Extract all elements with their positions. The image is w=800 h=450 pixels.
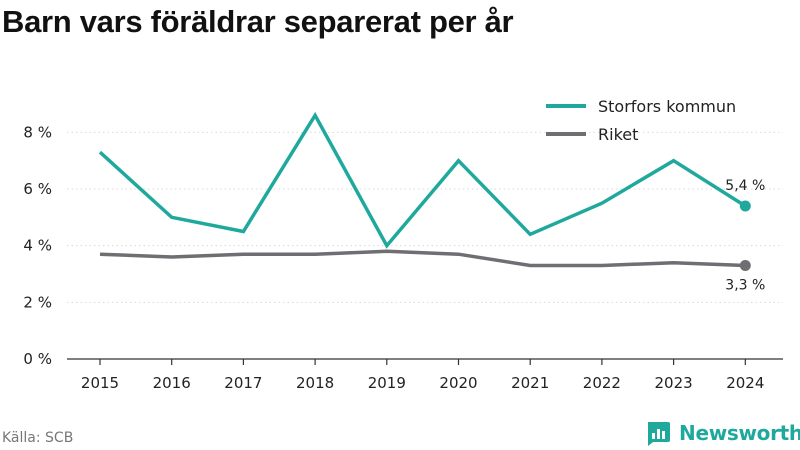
chart-title: Barn vars föräldrar separerat per år: [2, 4, 514, 39]
x-tick-label: 2024: [726, 374, 764, 392]
newsworthy-logo: Newsworthy: [645, 420, 800, 446]
y-tick-label: 8 %: [23, 123, 52, 141]
brand-name: Newsworthy: [679, 421, 800, 445]
series-line-1: [98, 111, 747, 249]
x-tick-label: 2015: [81, 374, 119, 392]
y-tick-label: 4 %: [23, 237, 52, 255]
y-tick-label: 6 %: [23, 180, 52, 198]
x-tick-label: 2021: [511, 374, 549, 392]
x-tick-label: 2016: [153, 374, 191, 392]
series-lines: 5,4 % 3,3 %: [98, 111, 765, 294]
legend-label: Riket: [598, 125, 638, 144]
x-tick-label: 2017: [224, 374, 262, 392]
newsworthy-bar-icon: [648, 422, 670, 446]
x-tick-label: 2023: [655, 374, 693, 392]
legend-label: Storfors kommun: [598, 97, 736, 116]
end-value-label: 3,3 %: [725, 278, 765, 294]
series-line-2: [99, 249, 746, 268]
x-tick-label: 2018: [296, 374, 334, 392]
x-tick-label: 2022: [583, 374, 621, 392]
y-axis: 0 % 2 % 4 % 6 % 8 %: [23, 123, 52, 368]
x-tick-label: 2019: [368, 374, 406, 392]
y-tick-label: 2 %: [23, 293, 52, 311]
x-axis: 2015 2016 2017 2018 2019 2020 2021 2022 2023 2024: [67, 358, 783, 392]
series-end-marker: [739, 200, 751, 212]
y-tick-label: 0 %: [23, 350, 52, 368]
x-tick-label: 2020: [439, 374, 477, 392]
source-note: Källa: SCB: [2, 430, 74, 446]
series-end-marker: [739, 260, 751, 271]
end-value-label: 5,4 %: [725, 178, 765, 194]
legend: Storfors kommun Riket: [546, 97, 736, 144]
